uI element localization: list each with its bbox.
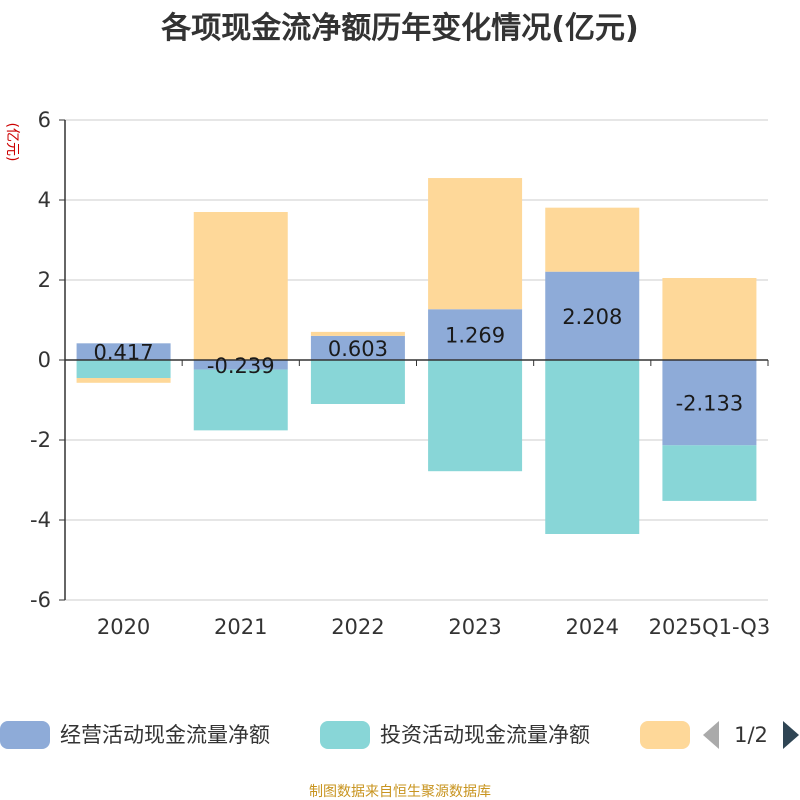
grid-lines [65, 119, 768, 601]
bar-2021-series-2 [193, 369, 288, 431]
y-tick-label: -4 [30, 508, 51, 532]
bar-2022-series-1 [310, 335, 405, 360]
chart-title: 各项现金流净额历年变化情况(亿元) [160, 11, 638, 46]
legend-label[interactable]: 经营活动现金流量净额 [60, 723, 270, 747]
y-axis-label: (亿元) [4, 123, 20, 162]
legend-swatch[interactable] [320, 721, 370, 749]
data-label: -2.133 [676, 392, 744, 416]
legend: 经营活动现金流量净额 投资活动现金流量净额 1/2 [0, 721, 799, 749]
legend-label[interactable]: 投资活动现金流量净额 [380, 723, 590, 747]
x-tick-label: 2025Q1-Q3 [649, 615, 771, 639]
x-tick-label: 2021 [214, 615, 267, 639]
bar-2021-series-1 [193, 360, 288, 370]
bars [76, 178, 757, 534]
x-tick-label: 2023 [448, 615, 501, 639]
legend-next-page-icon[interactable] [783, 721, 799, 749]
axes: 6 4 2 0 -2 -4 -6 2020 2021 2022 2023 2024 2025Q1-Q3 [30, 108, 770, 639]
legend-page-indicator: 1/2 [734, 723, 768, 747]
bar-2022-series-2 [310, 360, 405, 404]
x-tick-label: 2024 [566, 615, 619, 639]
y-tick-label: 0 [38, 348, 51, 372]
y-tick-label: 4 [38, 188, 51, 212]
data-label: 2.208 [562, 305, 622, 329]
y-tick-label: -2 [30, 428, 51, 452]
bar-2024-series-3 [545, 207, 640, 272]
x-tick-label: 2020 [97, 615, 150, 639]
source-note: 制图数据来自恒生聚源数据库 [309, 784, 491, 800]
data-label: 0.417 [94, 341, 154, 365]
bar-2023-series-2 [428, 360, 523, 472]
legend-prev-page-icon[interactable] [703, 721, 719, 749]
legend-swatch[interactable] [640, 721, 690, 749]
bar-2024-series-1 [545, 271, 640, 360]
bar-2025Q1-Q3-series-2 [662, 445, 757, 501]
bar-2020-series-2 [76, 360, 171, 378]
bar-2021-series-3 [193, 212, 288, 360]
y-tick-label: -6 [30, 588, 51, 612]
y-tick-label: 6 [38, 108, 51, 132]
legend-swatch[interactable] [0, 721, 50, 749]
y-tick-label: 2 [38, 268, 51, 292]
x-tick-label: 2022 [331, 615, 384, 639]
data-label: 0.603 [328, 337, 388, 361]
data-labels: 0.417 -0.239 0.603 1.269 2.208 -2.133 [94, 305, 744, 416]
bar-2022-series-3 [310, 331, 405, 336]
bar-2023-series-3 [428, 178, 523, 310]
bar-2020-series-3 [76, 378, 171, 383]
bar-2025Q1-Q3-series-3 [662, 278, 757, 360]
bar-2023-series-1 [428, 309, 523, 360]
bar-2025Q1-Q3-series-1 [662, 360, 757, 446]
bar-2024-series-2 [545, 360, 640, 534]
data-label: -0.239 [207, 354, 275, 378]
bar-2020-series-1 [76, 343, 171, 360]
data-label: 1.269 [445, 324, 505, 348]
